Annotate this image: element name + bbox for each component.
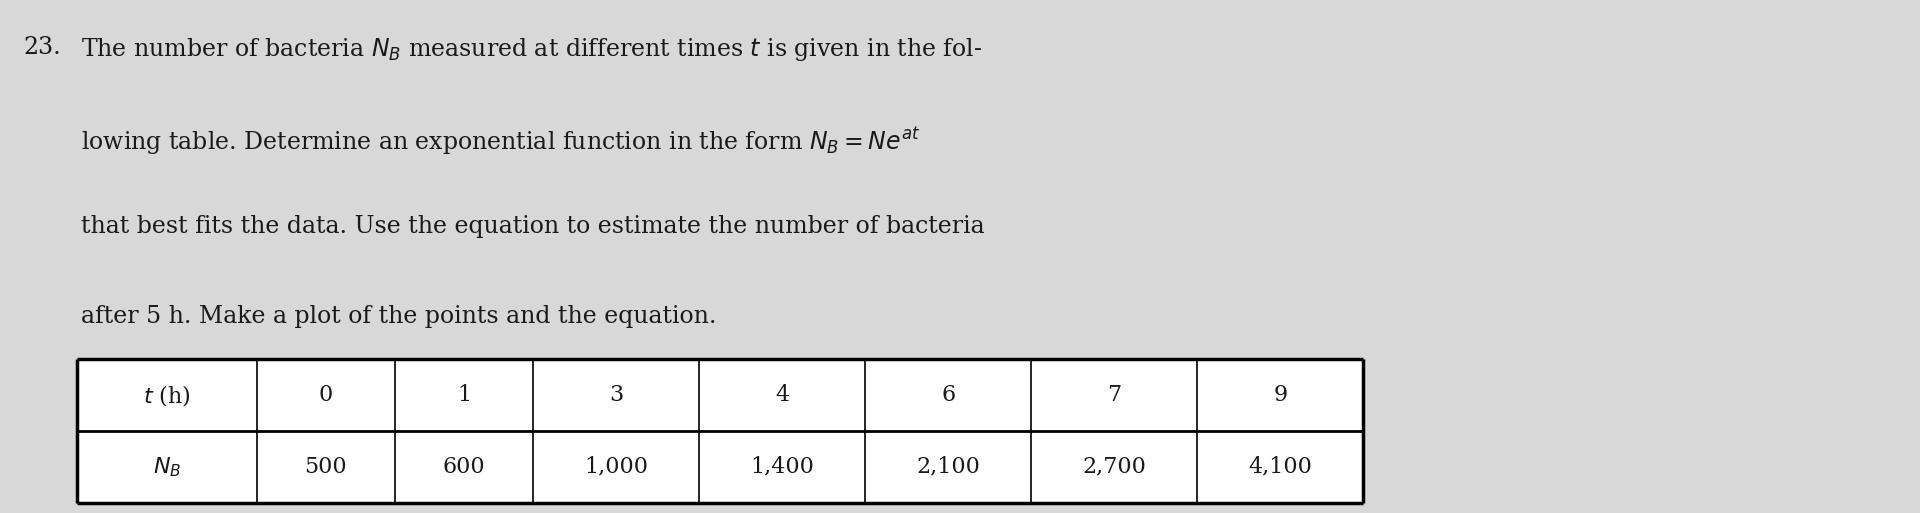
FancyBboxPatch shape (257, 359, 396, 431)
FancyBboxPatch shape (534, 359, 699, 431)
Text: 1: 1 (457, 384, 470, 406)
FancyBboxPatch shape (1031, 359, 1198, 431)
FancyBboxPatch shape (257, 431, 396, 503)
FancyBboxPatch shape (866, 431, 1031, 503)
Text: 500: 500 (305, 456, 348, 478)
Text: 6: 6 (941, 384, 956, 406)
FancyBboxPatch shape (1031, 431, 1198, 503)
FancyBboxPatch shape (396, 359, 534, 431)
FancyBboxPatch shape (77, 359, 257, 431)
FancyBboxPatch shape (77, 431, 257, 503)
FancyBboxPatch shape (866, 359, 1031, 431)
Text: after 5 h. Make a plot of the points and the equation.: after 5 h. Make a plot of the points and… (81, 305, 716, 328)
Text: 2,700: 2,700 (1083, 456, 1146, 478)
FancyBboxPatch shape (396, 431, 534, 503)
Text: 4: 4 (776, 384, 789, 406)
Text: $t$ (h): $t$ (h) (142, 383, 190, 407)
Text: 23.: 23. (23, 36, 61, 59)
FancyBboxPatch shape (1198, 431, 1363, 503)
Text: 4,100: 4,100 (1248, 456, 1311, 478)
FancyBboxPatch shape (534, 431, 699, 503)
Text: 1,000: 1,000 (584, 456, 649, 478)
Text: 1,400: 1,400 (751, 456, 814, 478)
Text: 3: 3 (609, 384, 624, 406)
Text: The number of bacteria $N_B$ measured at different times $t$ is given in the fol: The number of bacteria $N_B$ measured at… (81, 36, 981, 63)
Text: lowing table. Determine an exponential function in the form $N_B = Ne^{at}$: lowing table. Determine an exponential f… (81, 126, 920, 157)
Text: 9: 9 (1273, 384, 1286, 406)
FancyBboxPatch shape (699, 431, 866, 503)
Text: $N_B$: $N_B$ (152, 455, 180, 479)
Text: 600: 600 (444, 456, 486, 478)
Text: 2,100: 2,100 (916, 456, 981, 478)
Text: 7: 7 (1108, 384, 1121, 406)
Text: that best fits the data. Use the equation to estimate the number of bacteria: that best fits the data. Use the equatio… (81, 215, 985, 239)
Text: 0: 0 (319, 384, 332, 406)
FancyBboxPatch shape (1198, 359, 1363, 431)
FancyBboxPatch shape (699, 359, 866, 431)
